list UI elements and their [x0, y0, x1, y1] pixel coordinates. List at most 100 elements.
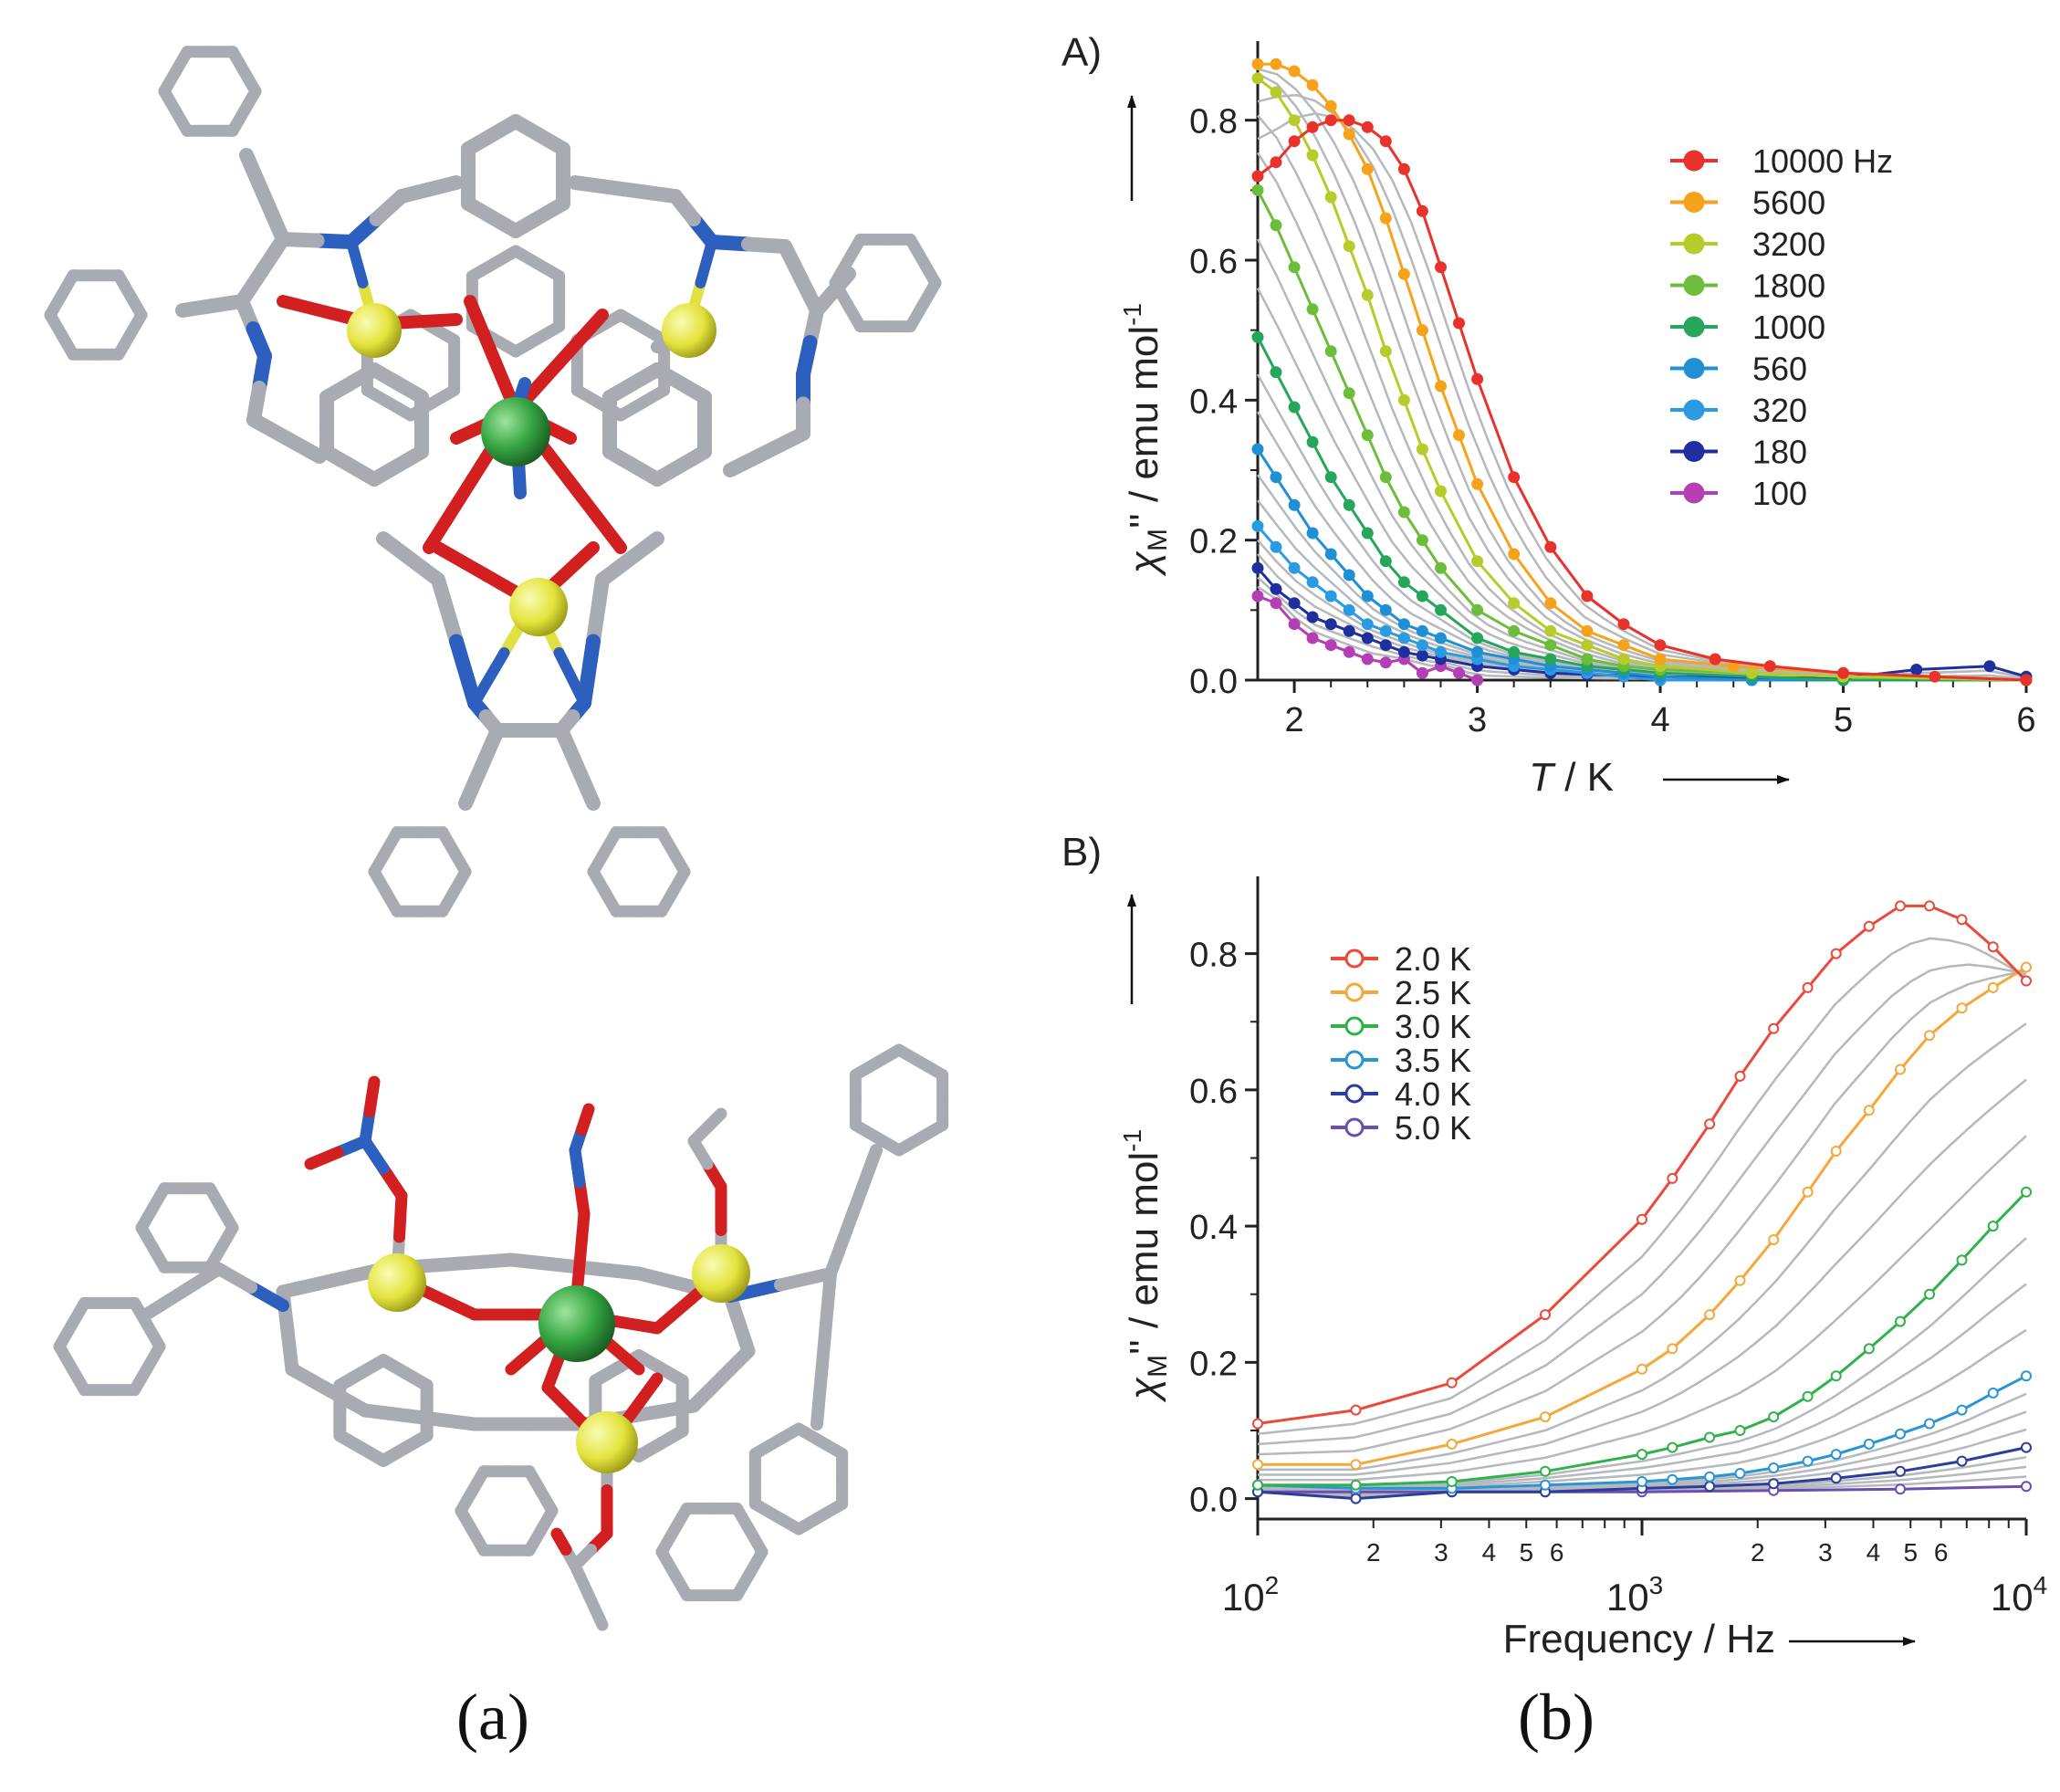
metal-atom [509, 578, 568, 636]
data-point [1288, 135, 1301, 148]
data-point [1508, 471, 1521, 484]
bond-stick [239, 148, 272, 204]
x-minor-tick-label: 3 [1818, 1538, 1833, 1567]
data-point [1987, 941, 1999, 953]
data-point [1987, 1387, 1999, 1399]
bond-stick [618, 182, 683, 204]
data-point [1435, 380, 1447, 393]
data-point [1956, 1455, 1968, 1467]
data-point [1987, 1221, 1999, 1232]
data-point [1343, 240, 1355, 253]
x-tick-label: 3 [1468, 701, 1487, 739]
data-point [1581, 653, 1594, 665]
data-point [1397, 162, 1410, 175]
legend-label: 5600 [1752, 184, 1825, 222]
bond-stick [124, 288, 148, 321]
series-100 [1251, 590, 1484, 686]
legend-marker [1683, 150, 1705, 172]
data-point [1361, 429, 1374, 442]
data-point [1704, 1431, 1716, 1443]
data-point [1416, 534, 1428, 547]
data-point [1252, 1459, 1263, 1471]
legend-label: 100 [1752, 475, 1807, 512]
data-point [1379, 135, 1392, 148]
background-trace [1257, 1237, 2027, 1487]
data-point [1324, 191, 1337, 204]
data-point [1768, 1234, 1780, 1245]
data-point [1270, 582, 1282, 595]
data-point [1667, 1343, 1678, 1355]
bond-stick [667, 845, 691, 878]
data-point [1895, 900, 1906, 912]
series-line [1258, 62, 2027, 682]
bond-stick [573, 1208, 591, 1271]
bond-stick [279, 431, 327, 464]
data-point [1288, 261, 1301, 274]
data-point [1416, 324, 1428, 337]
data-point [1306, 435, 1319, 448]
data-point [1830, 1472, 1842, 1484]
background-trace [1256, 474, 2026, 682]
data-point [1397, 506, 1410, 519]
bond-stick [582, 1589, 609, 1631]
data-point [1471, 477, 1484, 490]
data-point [2021, 975, 2032, 987]
legend-marker [1683, 399, 1705, 421]
data-point [1251, 590, 1264, 603]
background-trace [1256, 288, 2027, 682]
bond-stick [916, 255, 942, 289]
data-point [1895, 1064, 1906, 1075]
metal-atom [368, 1253, 426, 1312]
bond-stick [514, 377, 531, 403]
data-point [1397, 645, 1410, 658]
data-point [1435, 485, 1447, 498]
background-trace [1257, 963, 2027, 1446]
data-point [1508, 624, 1521, 637]
legend-marker [1683, 316, 1705, 338]
background-trace [1257, 1328, 2027, 1489]
chart-a-series [1251, 58, 2033, 686]
data-point [1471, 603, 1484, 616]
bond-stick [568, 1260, 646, 1281]
data-point [1471, 674, 1484, 686]
data-point [1343, 569, 1355, 582]
data-point [1379, 639, 1392, 652]
data-point [1895, 1483, 1906, 1495]
bond-stick [552, 309, 609, 370]
chart-b-y-axis-label: χM'' / emu mol-1 [1118, 1129, 1173, 1403]
bond-stick [369, 189, 409, 226]
legend-marker [1344, 982, 1365, 1002]
data-point [1288, 65, 1301, 78]
legend-marker [1344, 1084, 1365, 1104]
data-point [1895, 1428, 1906, 1440]
data-point [1324, 590, 1337, 603]
series-560 [1251, 443, 2033, 686]
data-point [1508, 597, 1521, 610]
chart-b-series [1252, 900, 2032, 1504]
data-point [1453, 666, 1465, 679]
data-point [2021, 1441, 2032, 1453]
bond-stick [176, 1263, 225, 1298]
metal-atom [347, 303, 402, 358]
legend-marker [1683, 358, 1705, 379]
data-point [1350, 1459, 1362, 1471]
data-point [1471, 632, 1484, 644]
y-tick-label: 0.4 [1189, 1209, 1238, 1247]
bond-stick [393, 1189, 408, 1243]
data-point [1343, 624, 1355, 637]
legend-label: 4.0 K [1395, 1075, 1471, 1113]
data-point [1924, 1288, 1935, 1300]
bond-stick [440, 1252, 518, 1272]
legend-label: 10000 Hz [1752, 142, 1893, 180]
y-tick-label: 0.0 [1189, 663, 1238, 701]
data-point [1416, 649, 1428, 662]
data-point [1270, 366, 1282, 379]
series-2.0-k [1252, 900, 2032, 1430]
central-metal-atom [481, 397, 550, 466]
bond-stick [141, 1318, 166, 1353]
bond-stick [504, 1252, 582, 1273]
bond-stick [570, 760, 601, 811]
data-point [1446, 1438, 1458, 1450]
data-point [1636, 1449, 1647, 1461]
